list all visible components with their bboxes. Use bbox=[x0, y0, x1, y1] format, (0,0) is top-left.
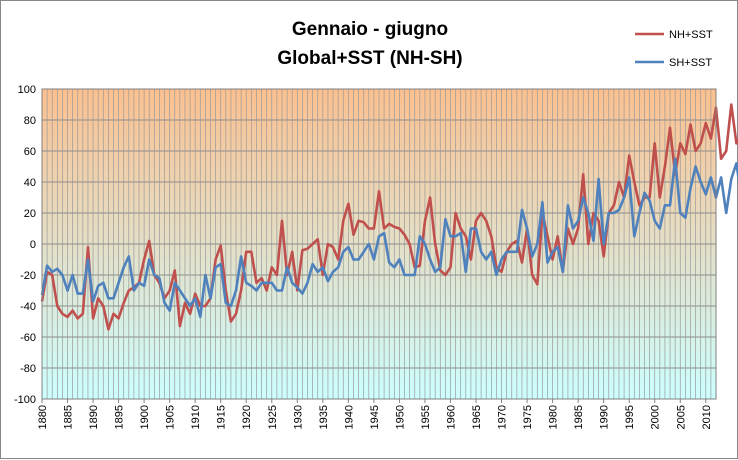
y-tick-label: -40 bbox=[20, 301, 36, 313]
y-tick-label: 80 bbox=[24, 115, 36, 127]
y-tick-label: 20 bbox=[24, 208, 36, 220]
legend-label: NH+SST bbox=[669, 29, 713, 41]
axes: -100 -80 -60 -40 -20 0 20 40 60 80 100 1880 1885 1890… bbox=[14, 84, 713, 429]
y-tick-label: 60 bbox=[24, 146, 36, 158]
x-tick-label: 1980 bbox=[548, 405, 560, 429]
x-tick-label: 1890 bbox=[88, 405, 100, 429]
y-tick-label: -80 bbox=[20, 363, 36, 375]
x-tick-label: 1925 bbox=[267, 405, 279, 429]
x-tick-label: 2000 bbox=[650, 405, 662, 429]
x-tick-label: 1880 bbox=[37, 405, 49, 429]
series-line-sh-sst bbox=[40, 157, 738, 319]
x-tick-label: 1915 bbox=[216, 405, 228, 429]
x-tick-label: 2005 bbox=[675, 405, 687, 429]
x-tick-label: 1930 bbox=[292, 405, 304, 429]
y-tick-label: 0 bbox=[30, 239, 36, 251]
x-tick-label: 1990 bbox=[599, 405, 611, 429]
x-tick-label: 1895 bbox=[114, 405, 126, 429]
x-tick-label: 1900 bbox=[139, 405, 151, 429]
y-tick-label: -60 bbox=[20, 332, 36, 344]
y-tick-label: -20 bbox=[20, 270, 36, 282]
x-tick-label: 1945 bbox=[369, 405, 381, 429]
x-tick-label: 1955 bbox=[420, 405, 432, 429]
x-tick-label: 1975 bbox=[522, 405, 534, 429]
chart-title: Gennaio - giugno bbox=[292, 19, 448, 40]
x-tick-label: 1885 bbox=[63, 405, 75, 429]
plot-border bbox=[41, 88, 717, 400]
x-tick-label: 2010 bbox=[701, 405, 713, 429]
y-tick-label: 40 bbox=[24, 177, 36, 189]
x-tick-label: 1995 bbox=[624, 405, 636, 429]
x-tick-label: 1910 bbox=[190, 405, 202, 429]
x-tick-label: 1985 bbox=[573, 405, 585, 429]
x-tick-label: 1965 bbox=[471, 405, 483, 429]
x-tick-label: 1940 bbox=[343, 405, 355, 429]
chart-subtitle: Global+SST (NH-SH) bbox=[277, 48, 462, 69]
x-tick-label: 1920 bbox=[241, 405, 253, 429]
y-tick-label: -100 bbox=[14, 394, 36, 406]
legend-label: SH+SST bbox=[669, 57, 712, 69]
x-tick-label: 1935 bbox=[318, 405, 330, 429]
x-tick-label: 1970 bbox=[497, 405, 509, 429]
x-tick-label: 1950 bbox=[394, 405, 406, 429]
gridlines bbox=[41, 88, 717, 400]
x-tick-label: 1960 bbox=[445, 405, 457, 429]
y-tick-label: 100 bbox=[18, 84, 36, 96]
legend: NH+SST SH+SST bbox=[635, 29, 713, 69]
x-tick-label: 1905 bbox=[165, 405, 177, 429]
series-lines bbox=[40, 103, 738, 331]
